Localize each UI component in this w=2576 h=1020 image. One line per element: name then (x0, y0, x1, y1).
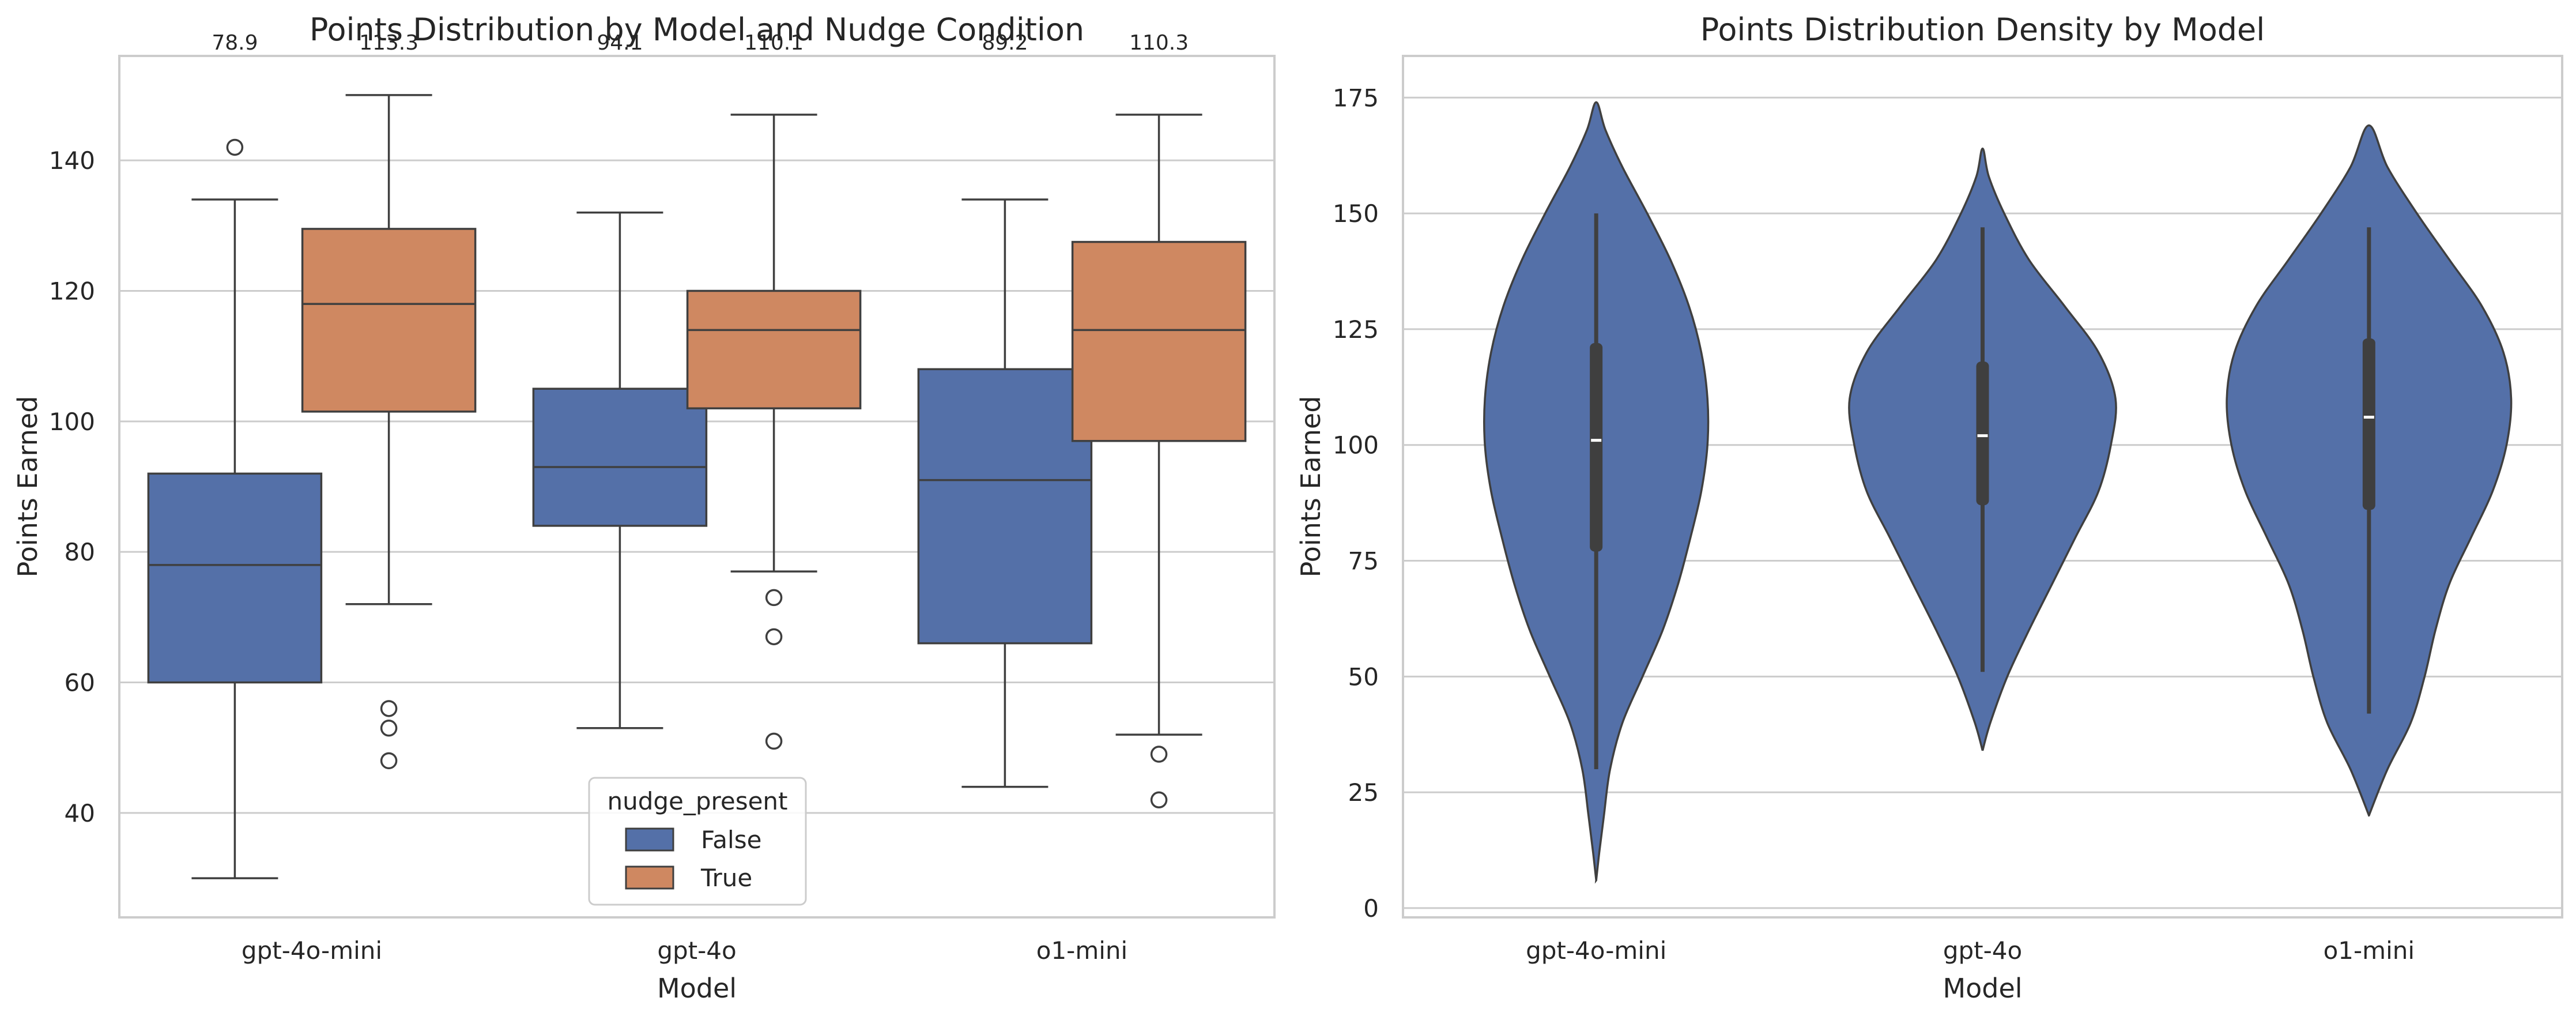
x-tick-label-gpt-4o: gpt-4o (1943, 936, 2022, 965)
boxplot-y-axis-label: Points Earned (12, 396, 43, 578)
box-body (301, 228, 477, 413)
y-tick-label: 175 (1333, 84, 1379, 112)
outlier-point (765, 732, 783, 750)
x-tick-label-gpt-4o-mini: gpt-4o-mini (1526, 936, 1666, 965)
outlier-point (380, 720, 398, 737)
y-tick-label: 25 (1348, 778, 1379, 807)
boxplot-frame (118, 55, 1276, 919)
box-true-gpt-4o-mini (301, 94, 477, 770)
violin-iqr-bar (1976, 362, 1989, 506)
y-tick-label: 80 (65, 538, 95, 566)
x-tick-label-gpt-4o: gpt-4o (657, 936, 736, 965)
boxplot-boxes (147, 94, 1247, 879)
y-tick-label: 120 (49, 277, 95, 305)
box-false-gpt-4o (532, 211, 708, 729)
violin-title: Points Distribution Density by Model (1700, 12, 2265, 48)
y-tick-label: 60 (65, 669, 95, 697)
y-tick-label: 100 (1333, 431, 1379, 460)
y-tick-label: 0 (1363, 894, 1379, 923)
boxplot-x-axis-label: Model (657, 973, 737, 1004)
y-tick-label: 125 (1333, 315, 1379, 344)
outlier-point (1150, 791, 1168, 809)
legend-label-false: False (701, 826, 761, 854)
mean-label: 110.3 (1129, 31, 1189, 55)
outlier-point (1150, 746, 1168, 763)
violin-gpt-4o-mini (1483, 101, 1710, 884)
legend-swatch-true (625, 865, 674, 890)
mean-label: 78.9 (212, 31, 258, 55)
outlier-point (380, 752, 398, 770)
box-true-gpt-4o (686, 114, 862, 750)
legend-label-true: True (700, 864, 752, 892)
y-tick-label: 100 (49, 408, 95, 436)
mean-label: 89.2 (982, 31, 1028, 55)
violin-y-tick-labels: 0 25 50 75 100 125 150 175 (1333, 84, 1379, 923)
box-false-o1-mini (917, 198, 1093, 788)
legend-swatch-false (625, 827, 674, 852)
violin-o1-mini (2226, 124, 2513, 817)
box-false-gpt-4o-mini (147, 138, 323, 879)
violin-shapes (1483, 101, 2513, 884)
y-tick-label: 40 (65, 799, 95, 827)
outlier-point (765, 589, 783, 607)
boxplot-title: Points Distribution by Model and Nudge C… (310, 12, 1084, 48)
x-tick-label-o1-mini: o1-mini (2324, 936, 2415, 965)
y-tick-label: 75 (1348, 547, 1379, 575)
legend: nudge_present False True (588, 777, 807, 906)
y-tick-label: 50 (1348, 663, 1379, 691)
boxplot-y-tick-labels: 40 60 80 100 120 140 (49, 146, 95, 827)
legend-title: nudge_present (607, 787, 787, 815)
outlier-point (380, 700, 398, 717)
box-body (686, 289, 862, 409)
violin-x-tick-labels: gpt-4o-mini gpt-4o o1-mini (1526, 936, 2415, 965)
box-body (1071, 240, 1247, 442)
outlier-point (226, 138, 244, 156)
x-tick-label-o1-mini: o1-mini (1036, 936, 1127, 965)
x-tick-label-gpt-4o-mini: gpt-4o-mini (242, 936, 382, 965)
violin-x-axis-label: Model (1943, 973, 2022, 1004)
boxplot-panel: 78.9 94.1 89.2 113.3 110.1 110.3 40 60 80 100 120… (12, 12, 1276, 1004)
box-body (532, 387, 708, 527)
violin-gpt-4o (1848, 147, 2117, 751)
violin-frame (1402, 55, 2563, 919)
box-body (917, 368, 1093, 645)
boxplot-mean-labels: 78.9 94.1 89.2 113.3 110.1 110.3 (212, 31, 1189, 55)
violin-iqr-bar (2362, 338, 2375, 510)
boxplot-x-tick-labels: gpt-4o-mini gpt-4o o1-mini (242, 936, 1127, 965)
y-tick-label: 140 (49, 146, 95, 175)
mean-label: 94.1 (597, 31, 643, 55)
violin-y-axis-label: Points Earned (1295, 396, 1326, 578)
y-tick-label: 150 (1333, 200, 1379, 228)
mean-label: 110.1 (744, 31, 804, 55)
violin-iqr-bar (1590, 343, 1603, 552)
box-true-o1-mini (1071, 114, 1247, 809)
outlier-point (765, 628, 783, 646)
box-body (147, 472, 323, 684)
mean-label: 113.3 (359, 31, 418, 55)
violin-panel: 0 25 50 75 100 125 150 175 gpt-4o-mini gpt-4o o1-… (1295, 12, 2563, 1004)
